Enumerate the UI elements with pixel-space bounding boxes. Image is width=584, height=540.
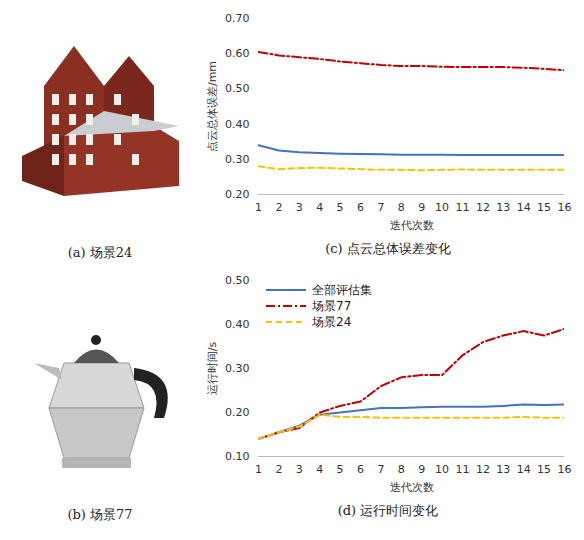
- svg-text:0.40: 0.40: [225, 118, 250, 131]
- svg-text:1: 1: [255, 201, 262, 214]
- svg-text:12: 12: [476, 463, 490, 476]
- svg-text:运行时间/s: 运行时间/s: [206, 342, 219, 396]
- html-text:(d) 运行时间变化: (d) 运行时间变化: [337, 503, 439, 518]
- svg-text:7: 7: [377, 201, 384, 214]
- svg-text:8: 8: [398, 201, 405, 214]
- svg-text:2: 2: [275, 201, 282, 214]
- svg-text:0.20: 0.20: [225, 188, 250, 201]
- svg-text:10: 10: [435, 201, 449, 214]
- svg-text:迭代次数: 迭代次数: [390, 219, 434, 232]
- svg-text:9: 9: [418, 463, 425, 476]
- svg-text:3: 3: [296, 463, 303, 476]
- svg-text:6: 6: [357, 201, 364, 214]
- svg-text:7: 7: [377, 463, 384, 476]
- svg-text:0.50: 0.50: [225, 274, 250, 287]
- html-text:(b) 场景77: (b) 场景77: [67, 507, 133, 522]
- svg-text:迭代次数: 迭代次数: [390, 481, 434, 494]
- svg-text:0.30: 0.30: [225, 362, 250, 375]
- html-text:(a) 场景24: (a) 场景24: [67, 245, 133, 260]
- svg-text:8: 8: [398, 463, 405, 476]
- svg-text:1: 1: [255, 463, 262, 476]
- svg-text:点云总体误差/mm: 点云总体误差/mm: [206, 61, 219, 152]
- svg-text:3: 3: [296, 201, 303, 214]
- html-text:(c) 点云总体误差变化: (c) 点云总体误差变化: [325, 241, 451, 256]
- svg-text:0.30: 0.30: [225, 153, 250, 166]
- svg-text:11: 11: [456, 463, 470, 476]
- html-text:全部评估集: 全部评估集: [312, 283, 372, 297]
- svg-text:11: 11: [456, 201, 470, 214]
- svg-text:6: 6: [357, 463, 364, 476]
- svg-text:0.20: 0.20: [225, 406, 250, 419]
- svg-text:15: 15: [537, 201, 551, 214]
- svg-text:13: 13: [496, 201, 510, 214]
- svg-text:15: 15: [537, 463, 551, 476]
- svg-text:0.60: 0.60: [225, 47, 250, 60]
- html-text:场景77: 场景77: [312, 299, 352, 313]
- svg-text:13: 13: [496, 463, 510, 476]
- svg-text:5: 5: [337, 463, 344, 476]
- svg-text:0.50: 0.50: [225, 82, 250, 95]
- svg-text:12: 12: [476, 201, 490, 214]
- svg-text:0.40: 0.40: [225, 318, 250, 331]
- svg-text:10: 10: [435, 463, 449, 476]
- svg-text:0.70: 0.70: [225, 12, 250, 25]
- svg-text:4: 4: [316, 463, 323, 476]
- svg-text:14: 14: [517, 463, 531, 476]
- svg-text:14: 14: [517, 201, 531, 214]
- svg-text:9: 9: [418, 201, 425, 214]
- svg-text:0.10: 0.10: [225, 450, 250, 463]
- svg-text:16: 16: [558, 201, 572, 214]
- svg-text:2: 2: [275, 463, 282, 476]
- svg-text:4: 4: [316, 201, 323, 214]
- svg-text:16: 16: [558, 463, 572, 476]
- html-text:场景24: 场景24: [312, 315, 352, 329]
- svg-text:5: 5: [337, 201, 344, 214]
